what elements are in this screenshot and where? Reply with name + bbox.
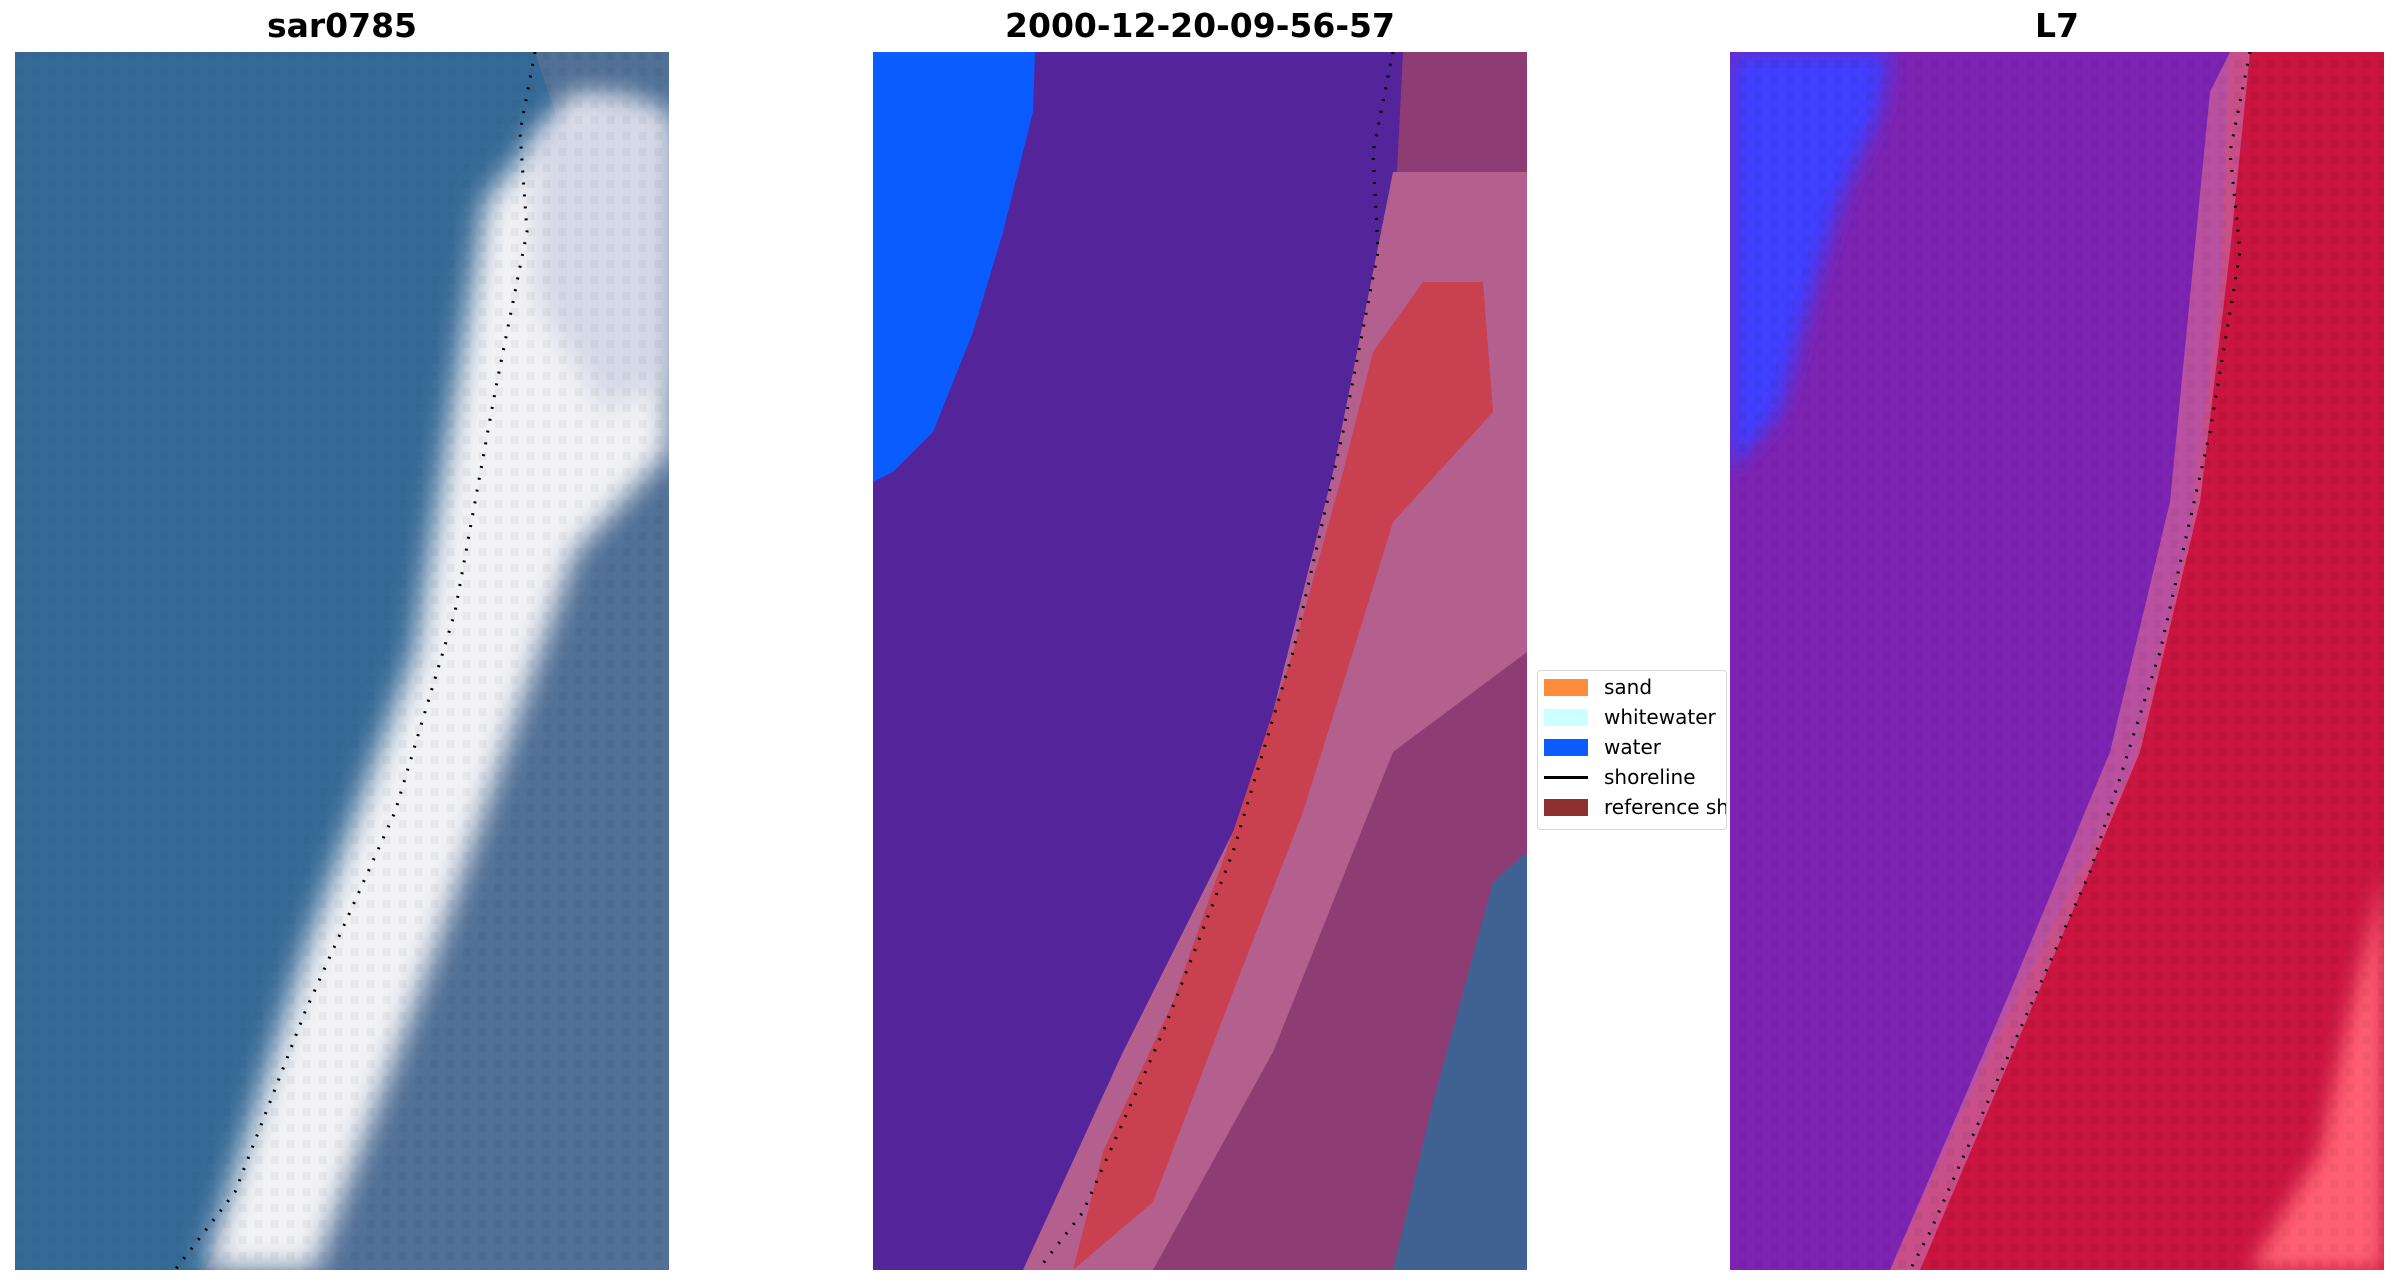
legend-label: whitewater bbox=[1604, 705, 1716, 729]
classification-image bbox=[873, 52, 1527, 1270]
legend-label: sand bbox=[1604, 675, 1653, 699]
water-class bbox=[873, 52, 1035, 482]
panel-title-ndwi: L7 bbox=[2035, 6, 2079, 45]
classification-panel bbox=[873, 52, 1527, 1270]
legend-item-shoreline: shoreline bbox=[1544, 763, 1696, 791]
legend-label: reference sh bbox=[1604, 795, 1727, 819]
rgb-image-panel bbox=[15, 52, 669, 1270]
legend-swatch-water bbox=[1544, 738, 1588, 756]
legend-item-reference-shoreline: reference sh bbox=[1544, 793, 1727, 821]
legend-item-sand: sand bbox=[1544, 673, 1652, 701]
legend-swatch-sand bbox=[1544, 678, 1588, 696]
ndwi-image bbox=[1730, 52, 2384, 1270]
legend-line-shoreline bbox=[1544, 775, 1588, 779]
unclassified-land bbox=[1393, 852, 1527, 1270]
legend-label: shoreline bbox=[1604, 765, 1696, 789]
rgb-image bbox=[15, 52, 669, 1270]
legend-swatch-reference bbox=[1544, 798, 1588, 816]
legend-swatch-whitewater bbox=[1544, 708, 1588, 726]
legend: sand whitewater water shoreline referenc… bbox=[1537, 670, 1727, 830]
ndwi-image-panel bbox=[1730, 52, 2384, 1270]
panel-title-rgb: sar0785 bbox=[266, 6, 418, 45]
legend-item-water: water bbox=[1544, 733, 1661, 761]
legend-item-whitewater: whitewater bbox=[1544, 703, 1716, 731]
sand-class bbox=[1073, 282, 1493, 1270]
panel-title-classification: 2000-12-20-09-56-57 bbox=[1005, 6, 1395, 45]
legend-label: water bbox=[1604, 735, 1661, 759]
